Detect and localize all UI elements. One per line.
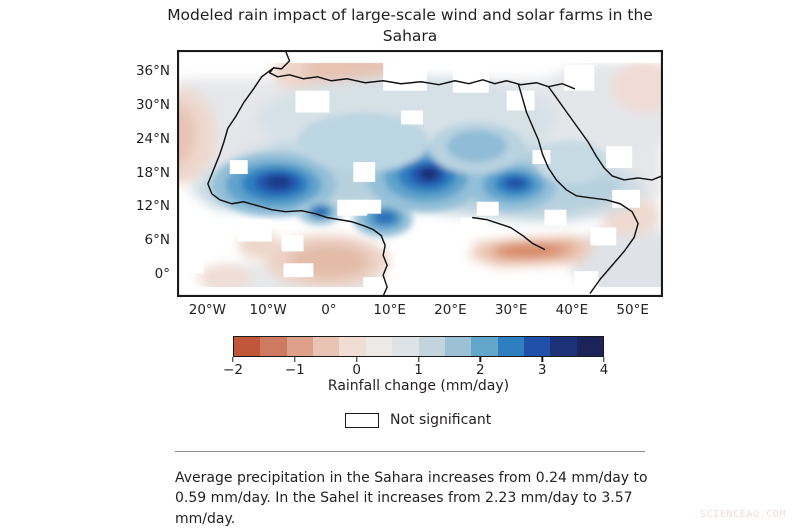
colorbar-tick-label: 2	[476, 362, 485, 378]
colorbar-tick-label: 0	[352, 362, 361, 378]
colorbar	[233, 336, 604, 357]
anomaly-field	[178, 51, 662, 296]
y-axis-tick-label: 12°N	[135, 198, 170, 215]
colorbar-tickmark	[541, 357, 543, 362]
colorbar-swatch	[550, 337, 577, 356]
x-axis: 20°W 10°W 0° 10°E 20°E 30°E 40°E 50°E	[177, 302, 663, 322]
x-axis-tick-label: 20°W	[188, 302, 227, 318]
y-axis-tick-label: 18°N	[135, 164, 170, 181]
colorbar-swatch	[365, 337, 393, 356]
not-significant-label: Not significant	[390, 412, 492, 428]
colorbar-swatch	[523, 337, 551, 356]
colorbar-swatch	[260, 337, 287, 356]
watermark: SCIENCEAQ.COM	[700, 509, 787, 520]
x-axis-tick-label: 40°E	[555, 302, 589, 318]
colorbar-swatch	[497, 337, 524, 356]
colorbar-swatch	[234, 337, 261, 356]
colorbar-tick-label: −2	[223, 362, 243, 378]
legend-not-significant: Not significant	[345, 412, 491, 428]
x-axis-tick-label: 50°E	[616, 302, 649, 318]
not-significant-mask	[178, 51, 662, 296]
not-significant-swatch	[345, 412, 379, 428]
figure-caption: Average precipitation in the Sahara incr…	[175, 470, 648, 527]
coastline-overlay	[207, 51, 662, 296]
caption-divider	[175, 451, 645, 453]
colorbar-tickmark	[603, 357, 605, 362]
y-axis-tick-label: 36°N	[135, 63, 170, 80]
x-axis-tick-label: 0°	[321, 302, 337, 318]
colorbar-tickmark	[479, 357, 482, 362]
colorbar-tick-label: −1	[284, 362, 305, 378]
colorbar-gradient	[234, 337, 604, 356]
colorbar-tickmark	[294, 357, 296, 362]
x-axis-tick-label: 20°E	[434, 302, 467, 318]
colorbar-tickmark	[355, 357, 358, 362]
colorbar-tick-label: 4	[599, 362, 609, 378]
rainfall-anomaly-map	[178, 51, 662, 296]
x-axis-tick-label: 10°E	[373, 302, 406, 318]
colorbar-title: Rainfall change (mm/day)	[327, 378, 510, 394]
colorbar-tickmark	[417, 357, 420, 362]
map-frame	[178, 51, 662, 296]
colorbar-swatch	[471, 337, 498, 356]
colorbar-tickmark	[232, 357, 234, 362]
colorbar-swatch	[576, 337, 604, 356]
colorbar-tick-label: 1	[414, 362, 423, 378]
map-plot-panel	[177, 50, 663, 297]
colorbar-swatch	[339, 337, 366, 356]
y-axis: 0° 6°N 12°N 18°N 24°N 30°N 36°N	[118, 50, 170, 297]
y-axis-tick-label: 0°	[154, 265, 170, 282]
colorbar-swatch	[418, 337, 445, 356]
page-title: Modeled rain impact of large-scale wind …	[167, 6, 653, 46]
colorbar-tick-label: 3	[537, 362, 547, 378]
x-axis-tick-label: 10°W	[249, 302, 287, 318]
y-axis-tick-label: 24°N	[135, 130, 170, 147]
positive-anomaly-cores	[211, 112, 608, 238]
y-axis-tick-label: 30°N	[135, 97, 170, 114]
x-axis-tick-label: 30°E	[494, 302, 528, 318]
colorbar-swatch	[392, 337, 419, 356]
colorbar-ticks: −2 −1 0 1 2 3 4	[223, 357, 608, 379]
colorbar-swatch	[444, 337, 472, 356]
y-axis-tick-label: 6°N	[144, 231, 170, 248]
colorbar-swatch	[313, 337, 340, 356]
colorbar-swatch	[286, 337, 314, 356]
